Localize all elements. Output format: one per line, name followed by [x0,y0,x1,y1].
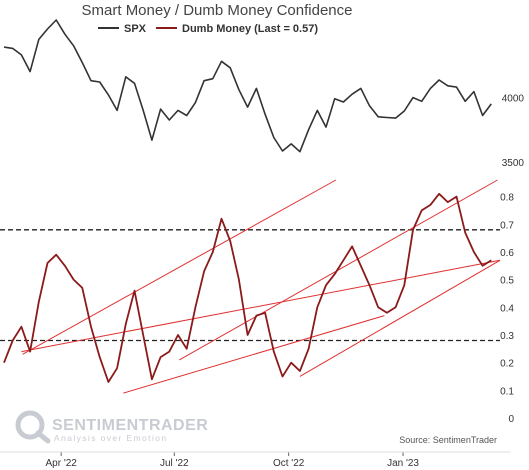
x-tick-label: Jan '23 [387,458,419,469]
trend-channel-line [21,259,501,353]
dumb-money-tick-label: 0 [508,414,514,425]
legend-label-spx: SPX [124,23,147,35]
x-tick-label: Oct '22 [273,458,305,469]
trend-channel-line [22,179,337,355]
dumb-money-tick-label: 0.2 [500,359,514,370]
trend-channel-line [179,179,498,361]
dumb-money-axis: 0.8 0.7 0.6 0.5 0.4 0.3 0.2 0.1 0 [500,193,514,425]
x-tick-label: Jul '22 [160,458,189,469]
reference-lines [0,229,500,342]
trend-channel-line [299,259,501,377]
trend-channel-line [123,315,385,394]
legend: SPX Dumb Money (Last = 0.57) [98,23,318,35]
dumb-money-tick-label: 0.4 [500,303,514,314]
spx-line [3,19,492,153]
spx-axis: 4000 3500 [502,93,525,169]
dumb-money-tick-label: 0.6 [500,248,514,259]
brand-logo-icon [15,410,45,440]
spx-tick-label: 4000 [502,93,525,104]
source-note: Source: SentimenTrader [399,435,497,445]
brand-logo-handle [35,430,51,444]
legend-label-dumb-money: Dumb Money (Last = 0.57) [182,23,318,35]
dumb-money-tick-label: 0.7 [500,220,514,231]
brand-name: SENTIMENTRADER [52,417,208,434]
dumb-money-tick-label: 0.1 [500,386,514,397]
brand-logo: SENTIMENTRADER Analysis over Emotion [15,410,208,444]
dumb-money-tick-label: 0.8 [500,193,514,204]
dumb-money-line [3,192,492,383]
x-tick-label: Apr '22 [45,458,77,469]
spx-tick-label: 3500 [502,158,525,169]
series-group [3,19,492,383]
chart-title: Smart Money / Dumb Money Confidence [82,2,353,19]
brand-tagline: Analysis over Emotion [54,433,168,443]
dumb-money-tick-label: 0.3 [500,331,514,342]
x-axis: Apr '22 Jul '22 Oct '22 Jan '23 [0,451,510,469]
dumb-money-tick-label: 0.5 [500,276,514,287]
trend-channels [21,179,501,394]
